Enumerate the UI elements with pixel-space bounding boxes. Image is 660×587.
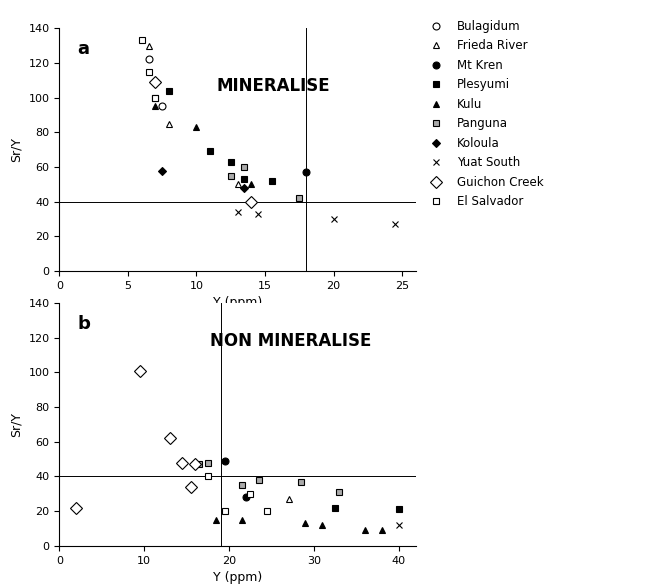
X-axis label: Y (ppm): Y (ppm) xyxy=(213,296,262,309)
Y-axis label: Sr/Y: Sr/Y xyxy=(10,137,23,162)
Text: b: b xyxy=(77,315,90,333)
Legend: Bulagidum, Frieda River, Mt Kren, Plesyumi, Kulu, Panguna, Koloula, Yuat South, : Bulagidum, Frieda River, Mt Kren, Plesyu… xyxy=(422,18,546,211)
Text: MINERALISE: MINERALISE xyxy=(216,77,330,95)
Y-axis label: Sr/Y: Sr/Y xyxy=(10,412,23,437)
Text: a: a xyxy=(77,41,89,58)
Text: NON MINERALISE: NON MINERALISE xyxy=(211,332,372,350)
X-axis label: Y (ppm): Y (ppm) xyxy=(213,571,262,584)
